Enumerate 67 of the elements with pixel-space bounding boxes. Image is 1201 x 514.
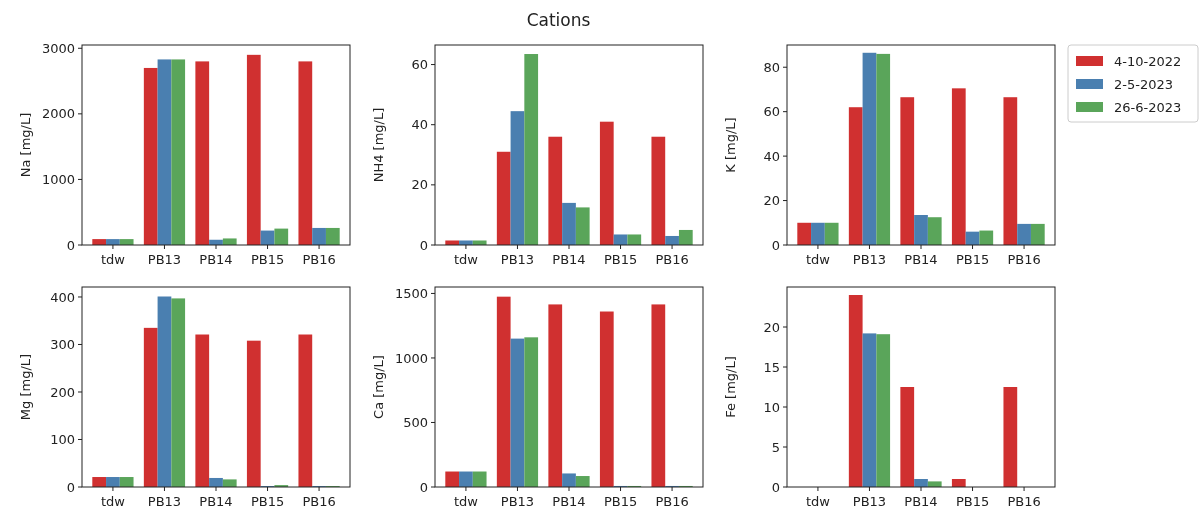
x-tick-label: PB13 [500, 252, 535, 267]
x-tick-label: tdw [100, 252, 126, 267]
x-tick-label: PB13 [852, 252, 887, 267]
x-tick-label: PB14 [199, 252, 233, 267]
x-tick-label: PB14 [904, 494, 938, 509]
x-tick-label: PB15 [603, 494, 638, 509]
x-tick-label: PB15 [955, 494, 990, 509]
x-tick-label: PB13 [147, 494, 182, 509]
y-tick-label: 400 [50, 289, 75, 305]
y-tick-label: 3000 [41, 40, 75, 56]
y-tick-label: 20 [763, 193, 780, 209]
x-tick-label: PB16 [302, 252, 336, 267]
y-tick-label: 15 [763, 359, 780, 375]
x-tick-label: PB15 [250, 494, 285, 509]
y-tick-label: 60 [411, 57, 428, 73]
y-axis-title: Mg [mg/L] [18, 353, 33, 421]
y-axis-title: Na [mg/L] [18, 112, 33, 178]
y-tick-label: 0 [66, 237, 75, 253]
y-axis-title: Ca [mg/L] [371, 355, 386, 419]
x-tick-label: PB15 [250, 252, 285, 267]
y-tick-label: 0 [419, 237, 428, 253]
legend-label: 2-5-2023 [1114, 77, 1174, 92]
x-tick-label: PB16 [1007, 252, 1041, 267]
y-tick-label: 40 [411, 117, 428, 133]
x-tick-label: PB16 [655, 494, 689, 509]
x-tick-label: PB15 [955, 252, 990, 267]
y-tick-label: 0 [419, 479, 428, 495]
x-tick-label: PB16 [302, 494, 336, 509]
x-tick-label: tdw [100, 494, 126, 509]
x-tick-label: PB14 [904, 252, 938, 267]
y-tick-label: 2000 [41, 106, 75, 122]
y-tick-label: 200 [50, 384, 75, 400]
x-tick-label: PB14 [552, 494, 586, 509]
y-tick-label: 1000 [394, 350, 428, 366]
y-tick-label: 300 [50, 337, 75, 353]
y-tick-label: 80 [763, 59, 780, 75]
x-tick-label: tdw [805, 252, 831, 267]
x-tick-label: tdw [453, 252, 479, 267]
legend-label: 26-6-2023 [1114, 100, 1182, 115]
x-tick-label: PB14 [199, 494, 233, 509]
x-tick-label: PB13 [500, 494, 535, 509]
y-tick-label: 5 [771, 439, 780, 455]
y-tick-label: 1000 [41, 171, 75, 187]
y-tick-label: 10 [763, 399, 780, 415]
x-tick-label: PB16 [655, 252, 689, 267]
y-axis-title: K [mg/L] [723, 117, 738, 173]
y-tick-label: 40 [763, 148, 780, 164]
y-tick-label: 1500 [394, 286, 428, 301]
y-tick-label: 0 [66, 479, 75, 495]
y-axis-title: NH4 [mg/L] [371, 107, 386, 183]
chart-title: Cations [526, 10, 591, 30]
x-tick-label: PB13 [852, 494, 887, 509]
y-tick-label: 20 [411, 177, 428, 193]
y-tick-label: 0 [771, 479, 780, 495]
x-tick-label: PB14 [552, 252, 586, 267]
y-tick-label: 60 [763, 104, 780, 120]
x-tick-label: PB16 [1007, 494, 1041, 509]
x-tick-label: tdw [453, 494, 479, 509]
y-tick-label: 500 [403, 415, 428, 431]
x-tick-label: PB15 [603, 252, 638, 267]
y-tick-label: 100 [50, 432, 75, 448]
legend-label: 4-10-2022 [1114, 54, 1182, 69]
x-tick-label: tdw [805, 494, 831, 509]
x-tick-label: PB13 [147, 252, 182, 267]
y-axis-title: Fe [mg/L] [723, 356, 738, 418]
y-tick-label: 0 [771, 237, 780, 253]
y-tick-label: 20 [763, 319, 780, 335]
